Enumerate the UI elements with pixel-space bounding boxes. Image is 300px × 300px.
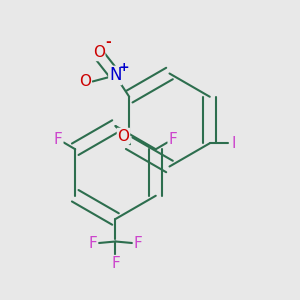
Text: O: O [79, 74, 91, 89]
Text: F: F [54, 132, 63, 147]
Text: I: I [232, 136, 236, 151]
Text: N: N [109, 67, 122, 85]
Text: F: F [111, 256, 120, 271]
Text: O: O [93, 46, 105, 61]
Text: F: F [88, 236, 98, 250]
Text: +: + [118, 61, 129, 74]
Text: F: F [168, 132, 177, 147]
Text: O: O [118, 128, 130, 143]
Text: -: - [105, 35, 111, 49]
Text: F: F [134, 236, 142, 250]
